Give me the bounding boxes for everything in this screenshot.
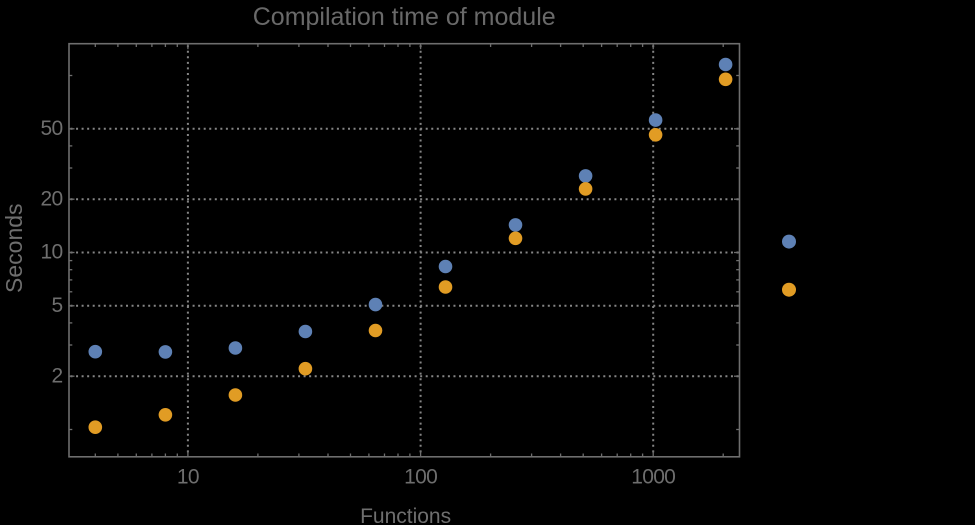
svg-text:1000: 1000 <box>631 465 675 488</box>
svg-text:10: 10 <box>177 465 199 488</box>
svg-text:Seconds: Seconds <box>1 203 27 293</box>
svg-text:100: 100 <box>404 465 437 488</box>
svg-text:50: 50 <box>41 117 63 140</box>
svg-text:2: 2 <box>52 364 63 387</box>
svg-text:10: 10 <box>41 241 63 264</box>
svg-text:Compilation time of module: Compilation time of module <box>253 3 556 31</box>
svg-text:Functions: Functions <box>360 505 451 525</box>
svg-text:20: 20 <box>41 187 63 210</box>
svg-text:5: 5 <box>52 294 63 317</box>
